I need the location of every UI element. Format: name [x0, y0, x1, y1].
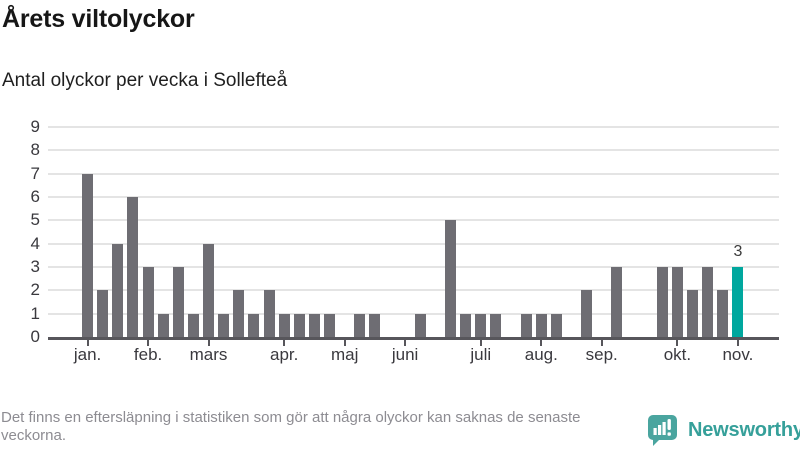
- bar: [82, 173, 94, 337]
- gridline: [48, 289, 779, 292]
- bar: [142, 267, 154, 337]
- bar: [233, 290, 245, 337]
- x-tick: [540, 339, 543, 346]
- bar: [203, 243, 214, 337]
- x-tick-label: nov.: [722, 345, 754, 364]
- bar: [702, 267, 714, 337]
- gridline: [48, 149, 779, 152]
- y-tick-label: 4: [30, 233, 40, 253]
- x-tick-label: feb.: [133, 345, 163, 364]
- bar: [656, 267, 668, 337]
- newsworthy-badge-icon: [648, 415, 677, 446]
- x-tick: [343, 339, 346, 346]
- gridline: [48, 196, 779, 198]
- bar: [127, 197, 139, 337]
- chart-subtitle: Antal olyckor per vecka i Sollefteå: [2, 70, 288, 91]
- bar: [248, 313, 260, 337]
- bar: [278, 313, 290, 337]
- bar: [550, 313, 562, 337]
- x-tick: [676, 339, 679, 346]
- x-tick-label: okt.: [663, 345, 692, 364]
- bar: [172, 267, 184, 337]
- x-tick: [404, 339, 407, 346]
- y-tick-label: 2: [30, 280, 40, 300]
- highlight-bar: [732, 267, 744, 337]
- y-tick-label: 6: [30, 187, 40, 206]
- x-tick: [207, 339, 210, 346]
- bar: [611, 267, 623, 337]
- x-tick-label: apr.: [270, 345, 299, 364]
- bar-value-label: 3: [733, 243, 743, 260]
- gridline: [48, 312, 779, 315]
- bar: [157, 313, 169, 337]
- bar: [293, 313, 305, 337]
- y-tick-label: 9: [30, 117, 40, 136]
- bar: [671, 267, 683, 337]
- x-tick: [283, 339, 286, 346]
- bar: [581, 290, 593, 337]
- bar: [97, 290, 109, 337]
- bar: [535, 313, 547, 337]
- brand-wordmark: Newsworthy: [688, 419, 800, 441]
- x-tick: [736, 339, 739, 346]
- bar: [475, 313, 487, 337]
- gridline: [48, 266, 779, 268]
- x-tick-label: mars: [189, 345, 228, 364]
- bar: [218, 313, 230, 337]
- bar: [490, 313, 502, 337]
- x-tick-label: jan.: [73, 345, 102, 364]
- gridline: [48, 242, 779, 245]
- x-tick-label: sep.: [585, 345, 618, 364]
- x-tick: [86, 339, 89, 346]
- y-tick-label: 0: [30, 327, 40, 346]
- x-tick: [479, 339, 482, 346]
- gridline: [48, 172, 779, 175]
- footnote: Det finns en eftersläpning i statistiken…: [1, 409, 581, 444]
- bar: [369, 313, 381, 337]
- y-tick-label: 3: [30, 257, 40, 276]
- bar: [324, 313, 335, 337]
- bar: [687, 290, 698, 337]
- bar: [717, 290, 729, 337]
- y-tick-label: 1: [30, 303, 40, 323]
- x-tick-label: maj: [330, 345, 359, 364]
- bar: [187, 313, 199, 337]
- bar: [414, 313, 426, 337]
- bar: [445, 220, 456, 337]
- bar: [520, 313, 532, 337]
- gridline: [48, 126, 779, 128]
- x-tick-label: aug.: [524, 345, 558, 364]
- bar: [112, 243, 124, 337]
- x-tick-label: juli: [470, 345, 492, 364]
- bar: [263, 290, 275, 337]
- bar: [460, 313, 472, 337]
- y-tick-label: 5: [30, 210, 40, 230]
- page-title: Årets viltolyckor: [2, 5, 195, 33]
- y-tick-label: 7: [30, 163, 40, 183]
- bar: [308, 313, 320, 337]
- x-tick: [147, 339, 150, 346]
- gridline: [48, 219, 779, 222]
- y-tick-label: 8: [30, 140, 40, 160]
- x-axis-line: [48, 337, 779, 340]
- plot-area: 0 1 2 3 4 5 6 7 8 9 jan. feb. mars apr. maj juni juli aug…: [30, 117, 779, 364]
- x-tick: [600, 339, 603, 346]
- x-tick-label: juni: [391, 345, 419, 364]
- bar: [354, 313, 366, 337]
